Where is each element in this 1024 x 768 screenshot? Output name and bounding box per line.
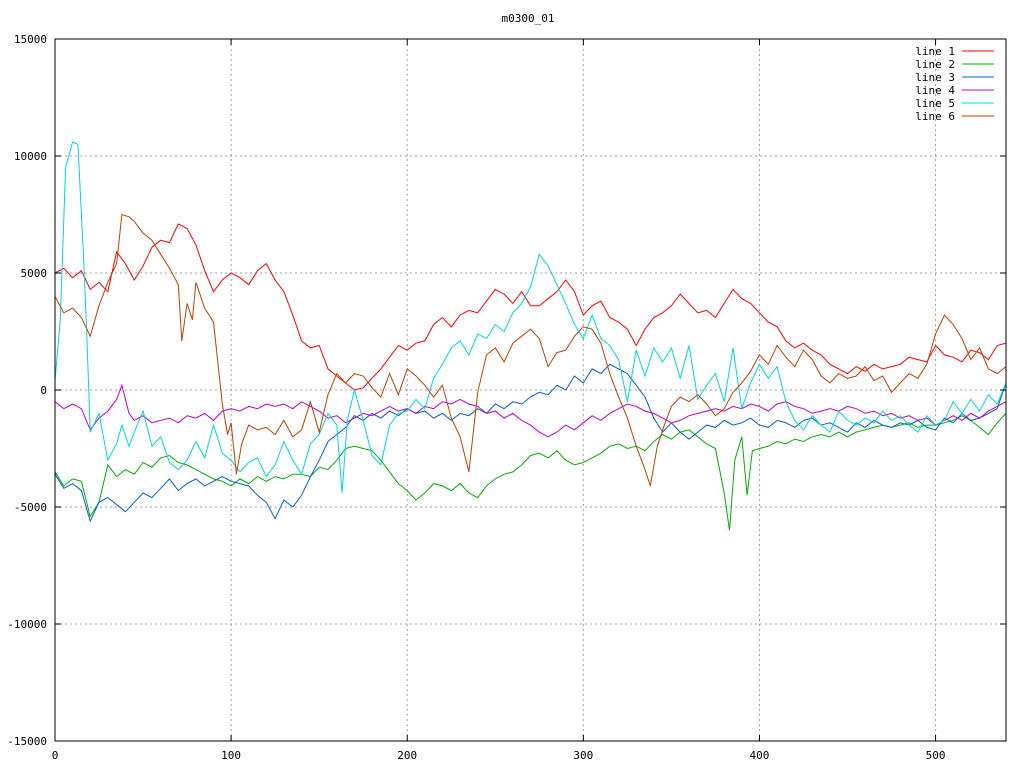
legend-label-2: line 2 xyxy=(915,58,955,71)
legend-label-3: line 3 xyxy=(915,71,955,84)
series-line-1 xyxy=(54,223,1007,391)
series-line-5 xyxy=(54,141,1007,494)
series-line-3 xyxy=(54,363,1007,523)
series-line-2 xyxy=(54,413,1007,531)
series-group xyxy=(54,141,1007,531)
legend-label-4: line 4 xyxy=(915,84,955,97)
y-tick-label--15000: -15000 xyxy=(7,735,47,748)
chart-title: m0300_01 xyxy=(502,12,555,25)
y-tick-label-15000: 15000 xyxy=(14,33,47,46)
grid xyxy=(55,39,1006,741)
legend-label-5: line 5 xyxy=(915,97,955,110)
x-tick-label-300: 300 xyxy=(573,749,593,762)
y-tick-label-5000: 5000 xyxy=(21,267,48,280)
x-tick-label-400: 400 xyxy=(750,749,770,762)
y-tick-label--10000: -10000 xyxy=(7,618,47,631)
legend-label-6: line 6 xyxy=(915,110,955,123)
axis-ticks: 0 100 200 300 400 500 -15000 -10000 -5000 0 5000 10… xyxy=(7,33,1006,762)
series-line-6 xyxy=(54,213,1007,487)
x-tick-label-100: 100 xyxy=(221,749,241,762)
legend-label-1: line 1 xyxy=(915,45,955,58)
y-tick-label--5000: -5000 xyxy=(14,501,47,514)
x-tick-label-0: 0 xyxy=(52,749,59,762)
y-tick-label-10000: 10000 xyxy=(14,150,47,163)
series-line-4 xyxy=(54,383,1007,438)
x-tick-label-500: 500 xyxy=(926,749,946,762)
x-tick-label-200: 200 xyxy=(397,749,417,762)
y-tick-label-0: 0 xyxy=(40,384,47,397)
